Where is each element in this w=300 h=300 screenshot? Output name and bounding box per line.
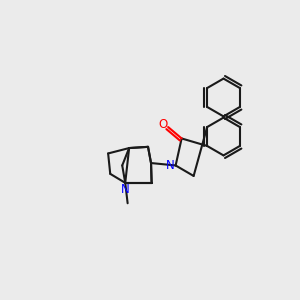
- Text: N: N: [166, 159, 175, 172]
- Text: O: O: [158, 118, 167, 130]
- Text: N: N: [121, 183, 130, 196]
